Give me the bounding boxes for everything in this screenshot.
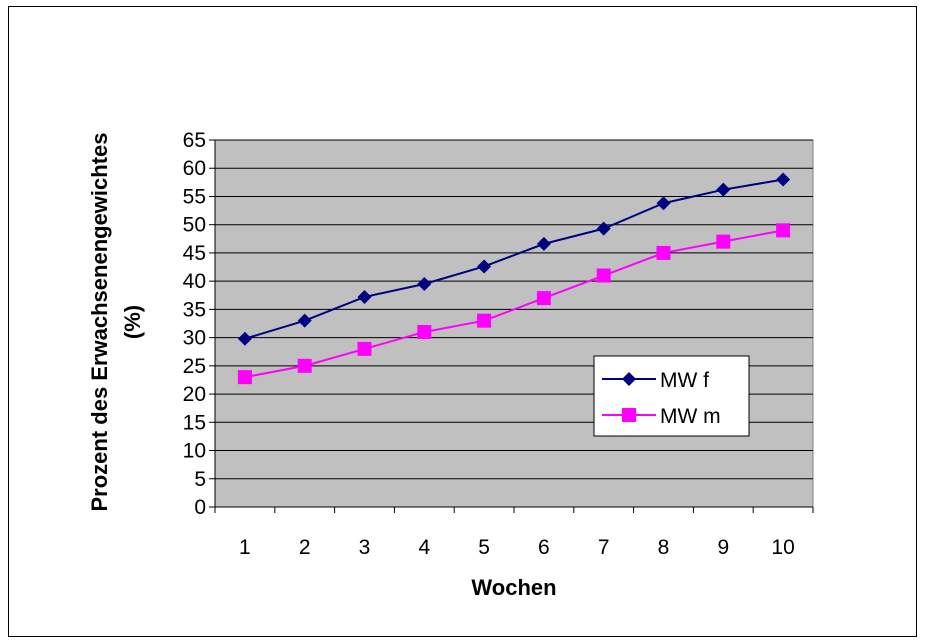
y-tick-label: 65 bbox=[183, 129, 206, 152]
x-tick-label: 8 bbox=[658, 536, 670, 559]
y-tick-label: 15 bbox=[183, 411, 206, 434]
data-point-mw-m bbox=[417, 324, 432, 339]
y-tick-label: 45 bbox=[183, 242, 206, 265]
x-tick-label: 7 bbox=[598, 536, 610, 559]
data-point-mw-m bbox=[477, 313, 492, 328]
x-tick-label: 9 bbox=[717, 536, 729, 559]
y-tick-label: 25 bbox=[183, 355, 206, 378]
y-tick-label: 5 bbox=[194, 468, 206, 491]
data-point-mw-f bbox=[297, 313, 312, 328]
y-tick-label: 10 bbox=[183, 440, 206, 463]
series-line-1 bbox=[244, 229, 784, 379]
y-tick-label: 40 bbox=[183, 270, 206, 293]
data-point-mw-f bbox=[596, 221, 611, 236]
x-tick-label: 4 bbox=[418, 536, 430, 559]
y-tick-label: 0 bbox=[194, 496, 206, 519]
data-point-mw-f bbox=[656, 196, 671, 211]
data-point-mw-f bbox=[776, 172, 791, 187]
y-axis-title-line2: (%) bbox=[120, 305, 145, 339]
x-axis-ticks: 1 2 3 4 5 6 7 8 9 10 bbox=[214, 507, 814, 559]
y-tick-label: 55 bbox=[183, 185, 206, 208]
data-point-mw-m bbox=[237, 370, 252, 385]
plot-area bbox=[214, 139, 814, 508]
legend-label-mw-m: MW m bbox=[660, 405, 721, 428]
legend-marker-mw-f bbox=[622, 372, 636, 386]
data-point-mw-m bbox=[716, 234, 731, 249]
data-point-mw-m bbox=[536, 291, 551, 306]
x-tick-label: 1 bbox=[239, 536, 251, 559]
y-axis-ticks: 0 5 10 15 20 25 30 35 40 45 50 55 60 65 bbox=[183, 129, 215, 519]
data-point-mw-m bbox=[656, 245, 671, 260]
data-point-mw-m bbox=[357, 341, 372, 356]
data-point-mw-f bbox=[716, 182, 731, 197]
x-tick-label: 5 bbox=[478, 536, 490, 559]
data-point-mw-m bbox=[596, 268, 611, 283]
data-point-mw-f bbox=[417, 276, 432, 291]
y-tick-label: 35 bbox=[183, 298, 206, 321]
x-tick-label: 3 bbox=[359, 536, 371, 559]
data-point-mw-f bbox=[357, 289, 372, 304]
y-tick-label: 30 bbox=[183, 327, 206, 350]
series-group bbox=[237, 172, 791, 385]
y-axis-title-line1: Prozent des Erwachsenengewichtes bbox=[87, 132, 112, 511]
y-tick-label: 20 bbox=[183, 383, 206, 406]
data-point-mw-f bbox=[237, 331, 252, 346]
x-tick-label: 2 bbox=[299, 536, 311, 559]
series-line-0 bbox=[244, 178, 784, 340]
data-point-mw-m bbox=[297, 358, 312, 373]
legend-label-mw-f: MW f bbox=[660, 369, 709, 392]
x-tick-label: 6 bbox=[538, 536, 550, 559]
data-point-mw-f bbox=[477, 259, 492, 274]
legend-box bbox=[593, 355, 750, 437]
legend-marker-mw-m bbox=[622, 408, 636, 422]
legend: MW f MW m bbox=[593, 355, 750, 437]
data-point-mw-m bbox=[776, 223, 791, 238]
data-point-mw-f bbox=[536, 236, 551, 251]
x-axis-title: Wochen bbox=[471, 575, 556, 600]
x-tick-label: 10 bbox=[771, 536, 794, 559]
y-tick-label: 50 bbox=[183, 214, 206, 237]
y-tick-label: 60 bbox=[183, 157, 206, 180]
